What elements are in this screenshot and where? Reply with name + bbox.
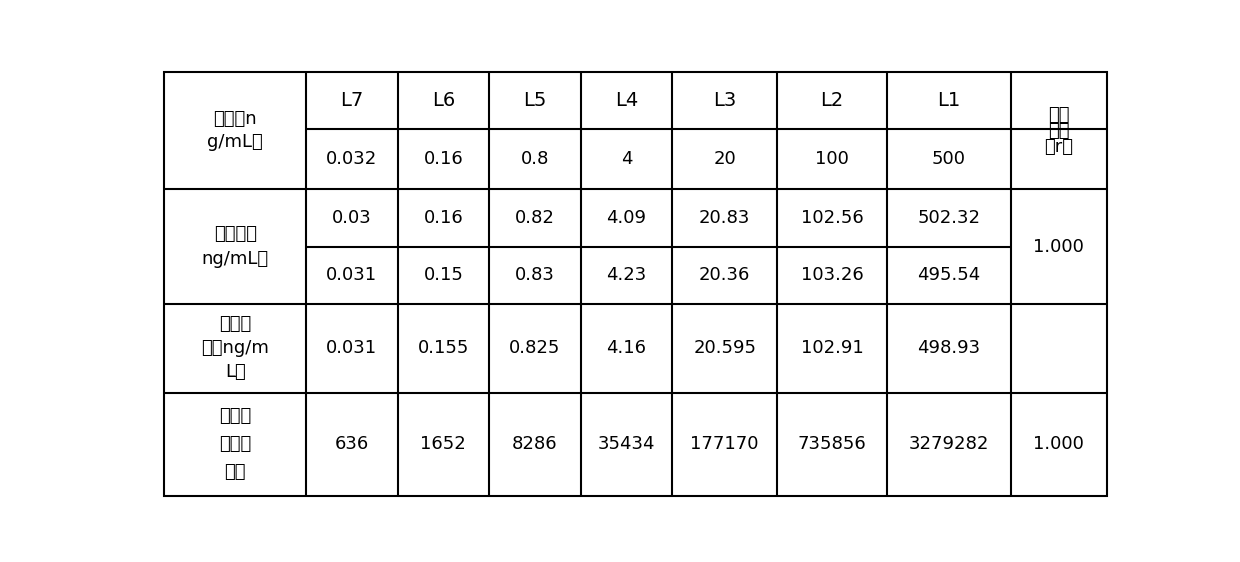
Text: L2: L2 [821,91,844,110]
Text: 系数: 系数 [1048,122,1069,140]
Text: 4: 4 [620,151,632,169]
Text: 4.23: 4.23 [606,266,646,284]
Text: 1652: 1652 [420,435,466,453]
Text: 102.56: 102.56 [801,209,863,227]
Text: 20.36: 20.36 [699,266,750,284]
Text: 177170: 177170 [691,435,759,453]
Text: 4.16: 4.16 [606,339,646,357]
Text: L1: L1 [937,91,961,110]
Text: 735856: 735856 [797,435,867,453]
Text: 0.83: 0.83 [515,266,554,284]
Text: 20.83: 20.83 [699,209,750,227]
Text: 102.91: 102.91 [801,339,863,357]
Text: L）: L） [224,363,246,381]
Text: 0.031: 0.031 [326,266,377,284]
Text: 502.32: 502.32 [918,209,981,227]
Text: 500: 500 [932,151,966,169]
Text: 1.000: 1.000 [1033,238,1084,256]
Text: 0.031: 0.031 [326,339,377,357]
Text: 20: 20 [713,151,737,169]
Text: 0.155: 0.155 [418,339,469,357]
Text: 发明试: 发明试 [219,407,252,425]
Text: 0.825: 0.825 [510,339,560,357]
Text: 値（ng/m: 値（ng/m [201,339,269,357]
Text: ng/mL）: ng/mL） [202,250,269,268]
Text: L6: L6 [432,91,455,110]
Text: 0.15: 0.15 [423,266,464,284]
Text: 103.26: 103.26 [801,266,863,284]
Text: 0.16: 0.16 [424,151,464,169]
Text: 1.000: 1.000 [1033,435,1084,453]
Text: 8286: 8286 [512,435,558,453]
Text: 子数: 子数 [224,463,246,481]
Text: 3279282: 3279282 [909,435,990,453]
Text: 相关: 相关 [1048,106,1069,124]
Text: 0.03: 0.03 [332,209,372,227]
Text: 35434: 35434 [598,435,655,453]
Text: 测定均: 测定均 [219,315,252,333]
Text: 20.595: 20.595 [693,339,756,357]
Text: 100: 100 [815,151,849,169]
Text: 495.54: 495.54 [918,266,981,284]
Text: 0.8: 0.8 [521,151,549,169]
Text: L7: L7 [340,91,363,110]
Text: 剂光量: 剂光量 [219,435,252,453]
Text: 4.09: 4.09 [606,209,646,227]
Text: 测定値（: 测定値（ [213,225,257,243]
Text: （r）: （r） [1044,138,1073,156]
Text: L5: L5 [523,91,547,110]
Text: 理论値n: 理论値n [213,110,257,128]
Text: L4: L4 [615,91,637,110]
Text: 0.82: 0.82 [515,209,554,227]
Text: 498.93: 498.93 [918,339,981,357]
Text: 636: 636 [335,435,370,453]
Text: L3: L3 [713,91,737,110]
Text: 0.16: 0.16 [424,209,464,227]
Text: 0.032: 0.032 [326,151,377,169]
Text: g/mL）: g/mL） [207,133,263,151]
